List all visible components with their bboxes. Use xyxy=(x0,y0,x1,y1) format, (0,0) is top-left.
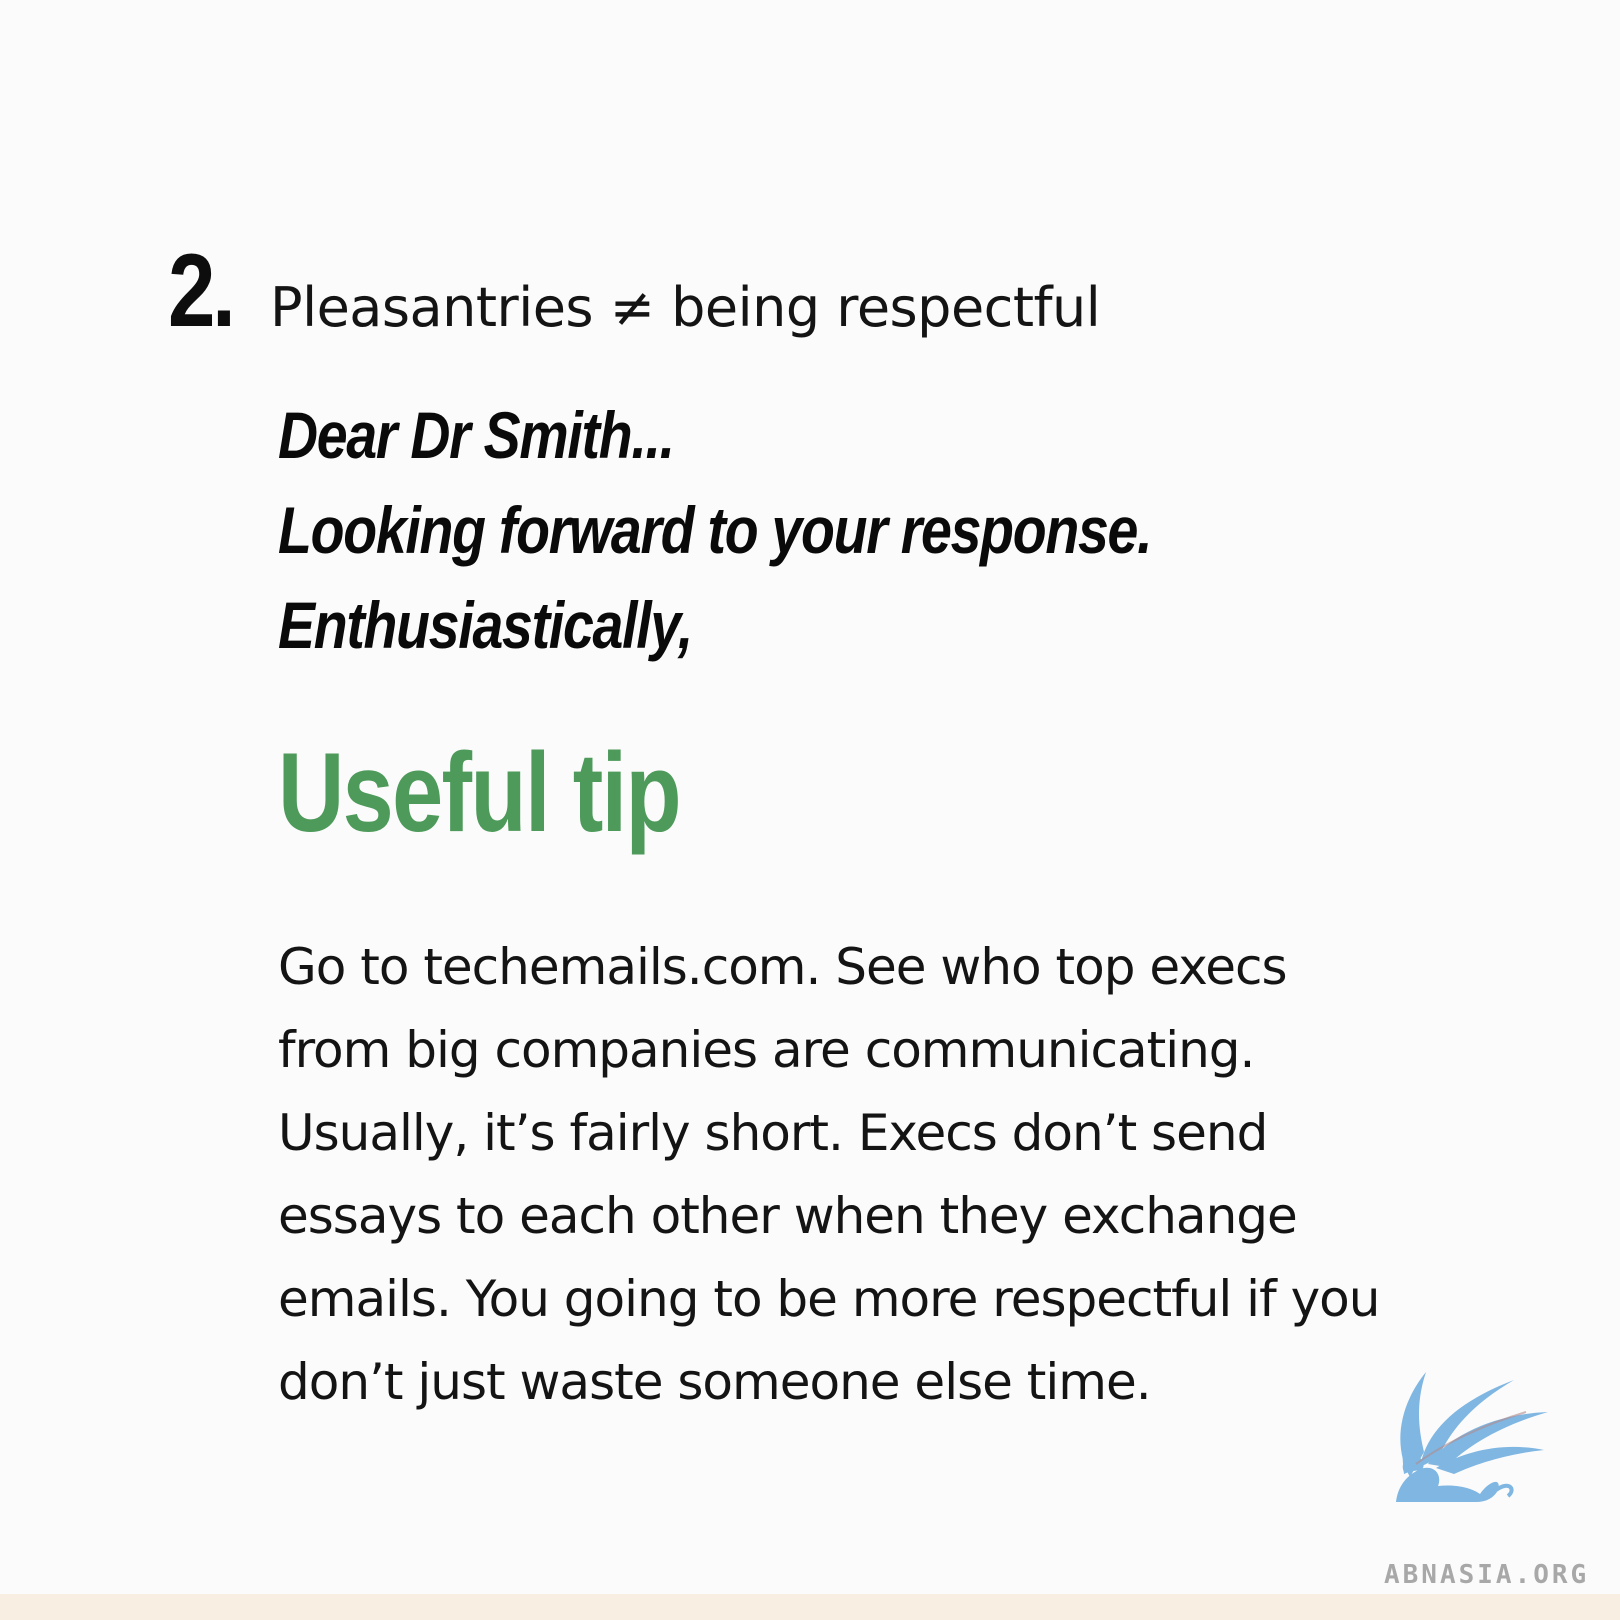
example-phrases: Dear Dr Smith... Looking forward to your… xyxy=(278,388,1318,673)
example-line: Enthusiastically, xyxy=(278,588,693,662)
griffin-logo-icon xyxy=(1396,1372,1548,1502)
brand-text: ABNASIA.ORG xyxy=(1384,1560,1590,1590)
section-heading: 2. Pleasantries ≠ being respectful xyxy=(168,232,1101,351)
tip-body: Go to techemails.com. See who top execs … xyxy=(278,926,1458,1424)
footer-bar xyxy=(0,1594,1620,1620)
tip-line: emails. You going to be more respectful … xyxy=(278,1270,1380,1328)
tip-line: don’t just waste someone else time. xyxy=(278,1353,1152,1411)
tip-line: Go to techemails.com. See who top execs xyxy=(278,938,1288,996)
tip-title: Useful tip xyxy=(278,730,682,855)
section-number: 2. xyxy=(168,233,236,349)
tip-line: from big companies are communicating. xyxy=(278,1021,1255,1079)
example-line: Looking forward to your response. xyxy=(278,493,1153,567)
section-title: Pleasantries ≠ being respectful xyxy=(270,276,1101,339)
example-line: Dear Dr Smith... xyxy=(278,398,675,472)
tip-line: Usually, it’s fairly short. Execs don’t … xyxy=(278,1104,1268,1162)
tip-line: essays to each other when they exchange xyxy=(278,1187,1298,1245)
